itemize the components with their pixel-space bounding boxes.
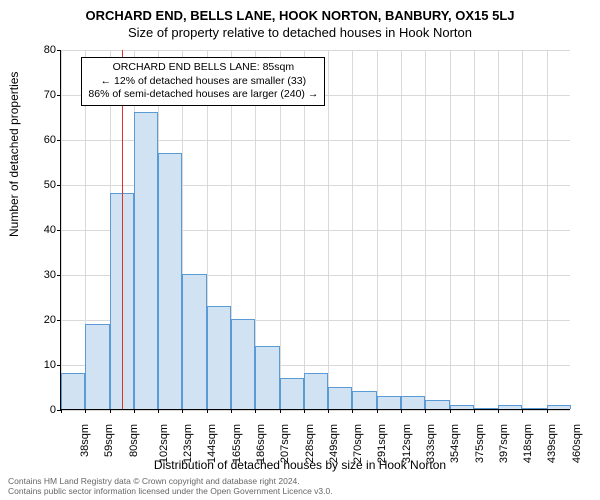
histogram-bar [231,319,255,409]
footer-line2: Contains public sector information licen… [8,486,333,496]
xtick-label: 38sqm [79,424,91,457]
grid-line-v [401,50,402,409]
grid-line-v [425,50,426,409]
x-axis-label: Distribution of detached houses by size … [0,458,600,472]
grid-line-h [61,410,570,411]
ytick-label: 30 [0,269,56,281]
histogram-bar [255,346,279,409]
xtick-mark [450,409,451,413]
xtick-mark [255,409,256,413]
xtick-label: 80sqm [128,424,140,457]
annotation-line: ← 12% of detached houses are smaller (33… [88,75,318,89]
histogram-bar [134,112,158,409]
histogram-bar [450,405,474,410]
ytick-label: 50 [0,179,56,191]
grid-line-v [498,50,499,409]
xtick-mark [328,409,329,413]
xtick-mark [158,409,159,413]
chart-title-main: ORCHARD END, BELLS LANE, HOOK NORTON, BA… [0,0,600,23]
grid-line-v [450,50,451,409]
ytick-label: 60 [0,134,56,146]
histogram-bar [425,400,449,409]
xtick-mark [498,409,499,413]
histogram-bar [61,373,85,409]
xtick-label: 59sqm [103,424,115,457]
histogram-bar [474,408,498,409]
xtick-mark [352,409,353,413]
xtick-mark [61,409,62,413]
xtick-mark [280,409,281,413]
ytick-label: 40 [0,224,56,236]
histogram-bar [207,306,231,410]
histogram-bar [280,378,304,410]
footer-attribution: Contains HM Land Registry data © Crown c… [8,476,333,496]
grid-line-h [61,50,570,51]
xtick-mark [134,409,135,413]
xtick-mark [85,409,86,413]
chart-title-sub: Size of property relative to detached ho… [0,23,600,40]
grid-line-v [352,50,353,409]
xtick-mark [522,409,523,413]
xtick-mark [207,409,208,413]
xtick-mark [425,409,426,413]
grid-line-v [377,50,378,409]
grid-line-v [328,50,329,409]
xtick-mark [304,409,305,413]
histogram-bar [158,153,182,410]
xtick-mark [231,409,232,413]
grid-line-v [522,50,523,409]
histogram-bar [522,408,546,409]
histogram-bar [304,373,328,409]
xtick-mark [377,409,378,413]
xtick-mark [401,409,402,413]
histogram-bar [328,387,352,410]
footer-line1: Contains HM Land Registry data © Crown c… [8,476,333,486]
grid-line-v [61,50,62,409]
histogram-bar [498,405,522,410]
histogram-bar [85,324,109,410]
ytick-label: 70 [0,89,56,101]
grid-line-v [547,50,548,409]
xtick-mark [110,409,111,413]
ytick-label: 20 [0,314,56,326]
histogram-bar [547,405,571,410]
histogram-bar [182,274,206,409]
annotation-line: ORCHARD END BELLS LANE: 85sqm [88,61,318,75]
ytick-label: 0 [0,404,56,416]
plot-area: ORCHARD END BELLS LANE: 85sqm← 12% of de… [60,50,570,410]
xtick-mark [474,409,475,413]
xtick-mark [182,409,183,413]
grid-line-v [474,50,475,409]
xtick-mark [547,409,548,413]
ytick-label: 80 [0,44,56,56]
histogram-chart: ORCHARD END, BELLS LANE, HOOK NORTON, BA… [0,0,600,500]
histogram-bar [377,396,401,410]
histogram-bar [352,391,376,409]
annotation-box: ORCHARD END BELLS LANE: 85sqm← 12% of de… [81,57,325,106]
annotation-line: 86% of semi-detached houses are larger (… [88,88,318,102]
ytick-label: 10 [0,359,56,371]
histogram-bar [401,396,425,410]
